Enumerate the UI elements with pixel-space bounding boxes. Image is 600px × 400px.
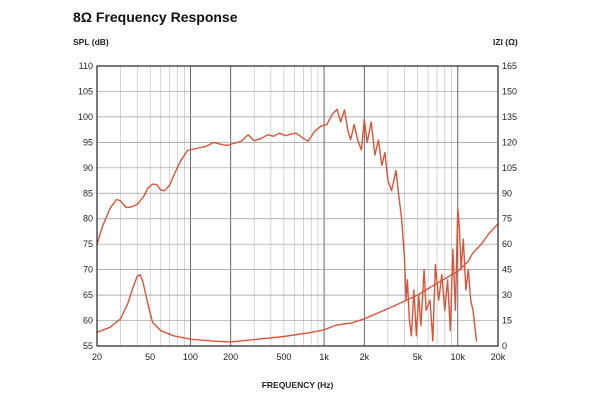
y2-tick-label: 30 <box>502 290 512 300</box>
y-tick-label: 100 <box>78 112 93 122</box>
y2-tick-label: 165 <box>502 61 517 71</box>
plot-frame <box>96 65 499 347</box>
y2-tick-label: 60 <box>502 239 512 249</box>
y-tick-label: 110 <box>79 61 93 71</box>
spl-line <box>96 108 478 342</box>
x-tick-label: 100 <box>183 352 198 362</box>
x-axis-title: FREQUENCY (Hz) <box>262 380 334 390</box>
x-tick-label: 200 <box>223 352 238 362</box>
y2-tick-label: 90 <box>502 188 512 198</box>
y2-tick-label: 0 <box>502 341 507 351</box>
chart-title: 8Ω Frequency Response <box>73 9 238 25</box>
y-tick-label: 90 <box>83 163 93 173</box>
y-tick-label: 105 <box>78 86 93 96</box>
y2-tick-label: 120 <box>502 137 517 147</box>
y2-tick-label: 45 <box>502 265 512 275</box>
y2-tick-label: 105 <box>502 163 517 173</box>
x-tick-label: 20 <box>92 352 102 362</box>
x-tick-label: 500 <box>276 352 291 362</box>
x-tick-label: 1k <box>319 352 329 362</box>
y-tick-label: 70 <box>83 265 93 275</box>
y-tick-label: 95 <box>83 137 93 147</box>
y2-tick-label: 15 <box>502 316 512 326</box>
y-tick-label: 75 <box>83 239 93 249</box>
x-tick-label: 5k <box>413 352 423 362</box>
x-tick-label: 10k <box>451 352 466 362</box>
y2-axis-title: IZI (Ω) <box>493 37 518 47</box>
x-tick-label: 50 <box>145 352 155 362</box>
y-tick-label: 85 <box>83 188 93 198</box>
y2-tick-label: 135 <box>502 112 517 122</box>
y2-tick-label: 150 <box>502 86 517 96</box>
x-tick-label: 2k <box>360 352 370 362</box>
y-axis-title: SPL (dB) <box>73 37 109 47</box>
y-tick-label: 80 <box>83 214 93 224</box>
y-tick-label: 55 <box>83 341 93 351</box>
y2-tick-label: 75 <box>502 214 512 224</box>
y-tick-label: 65 <box>83 290 93 300</box>
impedance-line <box>96 223 499 343</box>
y-tick-label: 60 <box>83 316 93 326</box>
x-tick-label: 20k <box>491 352 506 362</box>
